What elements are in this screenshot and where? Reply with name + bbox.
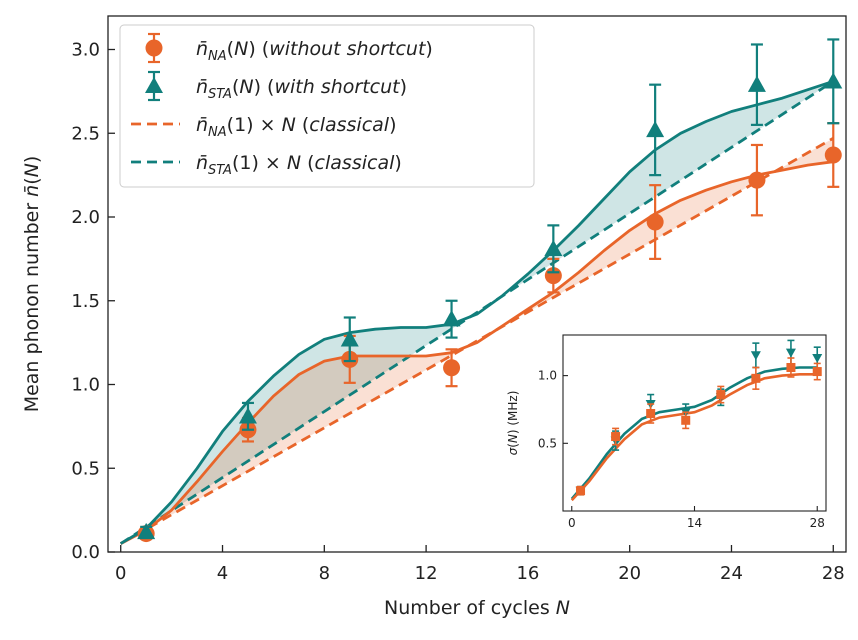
y-tick-label: 2.0: [71, 207, 100, 228]
legend-label: n̄STA(N) (with shortcut): [196, 76, 407, 102]
x-tick-label: 28: [822, 563, 845, 584]
inset-na-data-point: [576, 486, 586, 496]
y-tick-label: 0.5: [71, 458, 100, 479]
inset-axis-ticks: 0 14 28 0.5 1.0: [538, 369, 825, 530]
inset-na-data-point: [751, 373, 761, 383]
inset-na-data-point: [681, 415, 691, 425]
data-points: [137, 38, 843, 543]
sta-data-point: [646, 120, 665, 138]
sta-fit-curve: [119, 79, 834, 545]
legend-marker-triangle: [145, 77, 163, 93]
x-axis-title: Number of cycles N: [384, 597, 570, 619]
plot-frame: [107, 15, 847, 553]
sta-data-point: [238, 407, 257, 424]
y-tick-label: 3.0: [71, 40, 100, 61]
x-tick-label: 12: [415, 563, 438, 584]
inset-na-fit-curve: [570, 373, 818, 502]
na-data-point: [748, 171, 766, 189]
y-tick-label: 1.5: [71, 291, 100, 312]
inset-x-tick-label: 28: [810, 516, 825, 530]
inset-na-data-point: [812, 367, 822, 377]
na-data-point: [646, 213, 664, 231]
na-fit-curve: [120, 160, 834, 545]
inset-na-data-point: [716, 390, 726, 400]
x-tick-label: 16: [516, 563, 539, 584]
inset-x-tick-label: 0: [568, 516, 576, 530]
legend-box: [119, 24, 535, 188]
inset-sta-data-point: [812, 354, 823, 364]
y-tick-label: 2.5: [71, 123, 100, 144]
y-tick-label: 0.0: [71, 542, 100, 563]
legend-marker-circle: [145, 39, 163, 57]
inset-y-tick-label: 0.5: [538, 436, 557, 450]
legend-label: n̄NA(1) × N (classical): [196, 114, 397, 140]
inset-chart: 0 14 28 0.5 1.0 σ(N) (MHz): [506, 334, 827, 530]
legend-label: n̄NA(N) (without shortcut): [196, 38, 433, 64]
legend: n̄NA(N) (without shortcut) n̄STA(N) (with…: [119, 24, 535, 188]
y-axis-title: Mean phonon number n̄(N): [21, 156, 43, 413]
x-tick-label: 20: [618, 563, 641, 584]
inset-na-data-point: [611, 432, 621, 442]
na-data-point: [824, 146, 842, 164]
inset-sta-data-point: [750, 351, 761, 361]
inset-na-data-point: [646, 409, 656, 419]
inset-y-axis-title: σ(N) (MHz): [506, 391, 520, 456]
sta-data-point: [544, 239, 563, 257]
fit-curves: [119, 79, 835, 545]
sta-data-point: [824, 72, 843, 89]
sta-data-point: [137, 522, 156, 540]
y-tick-label: 1.0: [71, 375, 100, 396]
inset-y-tick-label: 1.0: [538, 369, 557, 383]
inset-plot-area: [563, 335, 826, 511]
inset-fit-curves: [570, 366, 818, 502]
inset-data-points: [575, 339, 823, 496]
x-tick-label: 24: [720, 563, 743, 584]
na-data-point: [443, 359, 461, 377]
inset-sta-data-point: [785, 348, 796, 358]
inset-sta-fit-curve: [570, 366, 818, 500]
x-tick-label: 8: [319, 563, 330, 584]
legend-label: n̄STA(1) × N (classical): [196, 152, 402, 178]
sta-data-point: [340, 330, 359, 347]
x-tick-label: 4: [217, 563, 228, 584]
x-tick-label: 0: [115, 563, 126, 584]
inset-x-tick-label: 14: [687, 516, 702, 530]
sta-data-point: [747, 75, 766, 92]
axis-ticks: 0 4 8 12 16 20 24 28 0.0 0.5 1.0 1.5 2.0 2.5 3.0: [71, 40, 844, 585]
sta-data-point: [442, 310, 461, 327]
inset-na-data-point: [786, 362, 796, 372]
